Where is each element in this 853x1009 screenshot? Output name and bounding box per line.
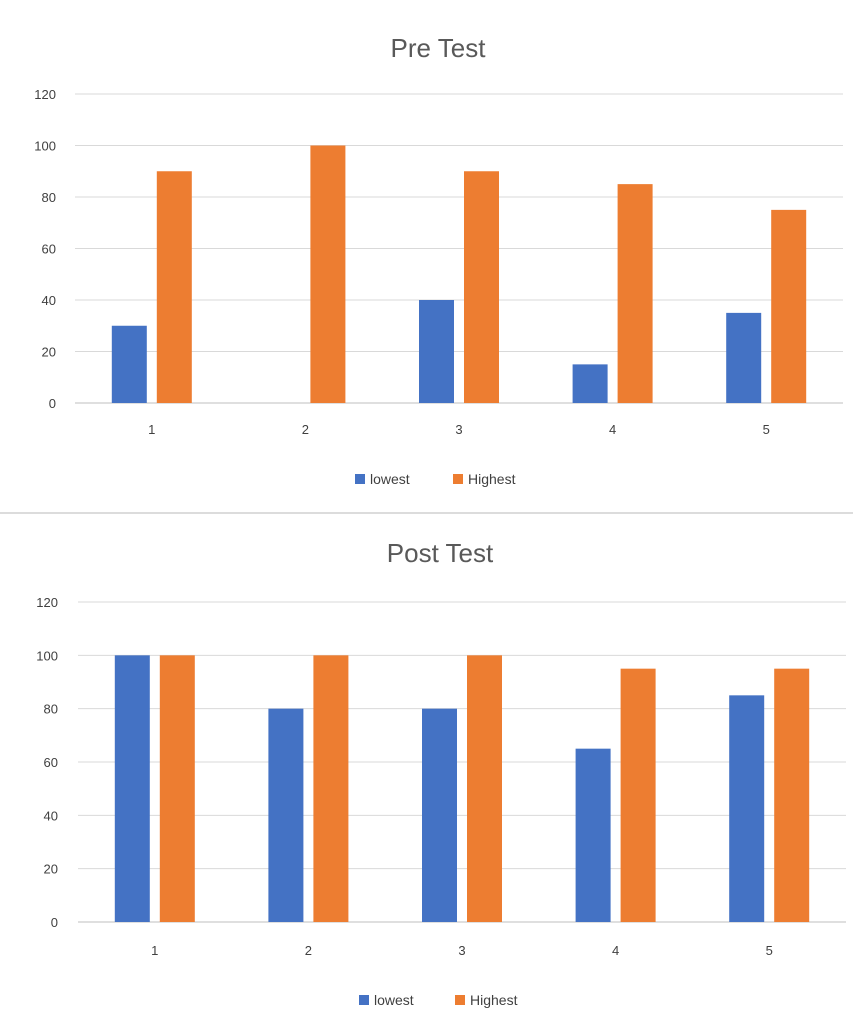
post-test-chart: Post Test 0 20 40 60 80 100 120 1 2 3 4 5 lowest Highe…	[0, 514, 853, 1009]
bar-highest-4	[620, 668, 656, 922]
x-tick-label: 2	[305, 943, 312, 958]
bar-highest-2	[313, 655, 349, 922]
x-tick-label: 3	[455, 422, 462, 437]
x-tick-label: 1	[151, 943, 158, 958]
y-tick-label: 120	[36, 595, 58, 610]
bar-highest-5	[771, 209, 807, 403]
y-tick-label: 20	[42, 345, 56, 360]
legend-label-lowest: lowest	[374, 992, 414, 1008]
x-tick-label: 5	[763, 422, 770, 437]
chart-title: Pre Test	[391, 33, 487, 63]
bar-lowest-2	[268, 708, 304, 922]
bar-lowest-3	[419, 300, 454, 403]
x-tick-label: 5	[766, 943, 773, 958]
legend-swatch-highest	[455, 995, 465, 1005]
bar-highest-3	[464, 171, 499, 403]
bar-highest-4	[617, 184, 653, 403]
y-tick-label: 80	[42, 190, 56, 205]
bar-highest-2	[310, 145, 346, 403]
pre-test-chart: Pre Test 0 20 40 60 80 100 120 1 2 3 4 5 lowest Highes…	[34, 33, 843, 487]
bar-lowest-5	[729, 695, 765, 922]
y-tick-label: 40	[42, 293, 56, 308]
bar-lowest-3	[422, 708, 457, 922]
y-tick-label: 100	[34, 139, 56, 154]
bar-lowest-4	[572, 364, 608, 403]
x-tick-label: 1	[148, 422, 155, 437]
bar-highest-1	[156, 171, 192, 403]
chart-divider	[0, 512, 853, 514]
y-tick-label: 20	[44, 862, 58, 877]
legend-swatch-lowest	[359, 995, 369, 1005]
bar-highest-5	[774, 668, 810, 922]
y-tick-label: 0	[49, 396, 56, 411]
x-tick-label: 4	[609, 422, 616, 437]
y-tick-label: 120	[34, 87, 56, 102]
y-tick-label: 100	[36, 648, 58, 663]
bar-highest-3	[467, 655, 502, 922]
y-tick-label: 40	[44, 808, 58, 823]
bar-highest-1	[159, 655, 195, 922]
bar-lowest-1	[111, 325, 147, 403]
y-tick-label: 60	[42, 242, 56, 257]
post-test-chart-svg: Post Test 0 20 40 60 80 100 120 1 2 3 4 5 lowest Highe…	[36, 538, 846, 1008]
x-tick-label: 2	[302, 422, 309, 437]
legend-swatch-highest	[453, 474, 463, 484]
bar-lowest-1	[114, 655, 150, 922]
bar-lowest-5	[726, 312, 762, 403]
y-tick-label: 0	[51, 915, 58, 930]
legend-label-highest: Highest	[470, 992, 518, 1008]
legend-label-highest: Highest	[468, 471, 516, 487]
x-tick-label: 3	[458, 943, 465, 958]
bar-lowest-4	[575, 748, 611, 922]
y-tick-label: 80	[44, 702, 58, 717]
x-tick-label: 4	[612, 943, 619, 958]
y-tick-label: 60	[44, 755, 58, 770]
chart-title: Post Test	[387, 538, 494, 568]
pre-test-chart-svg: Pre Test 0 20 40 60 80 100 120 1 2 3 4 5 lowest Highes…	[34, 33, 843, 487]
legend-swatch-lowest	[355, 474, 365, 484]
legend-label-lowest: lowest	[370, 471, 410, 487]
